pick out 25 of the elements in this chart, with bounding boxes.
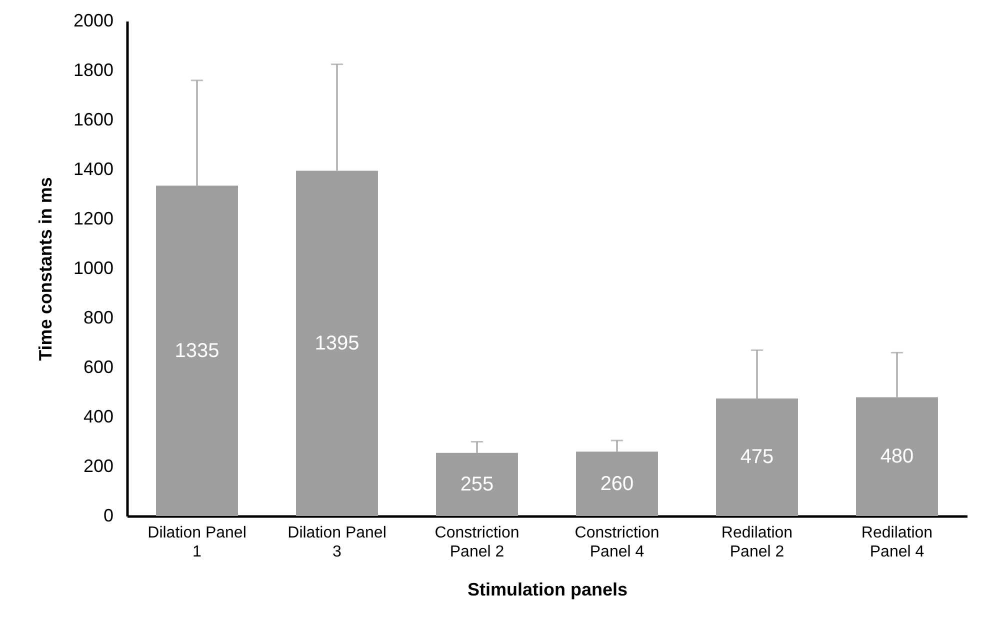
x-axis-title: Stimulation panels bbox=[467, 580, 628, 600]
data-label: 480 bbox=[880, 446, 914, 468]
y-tick-label: 600 bbox=[83, 357, 114, 377]
data-label: 475 bbox=[740, 446, 774, 468]
y-tick-label: 400 bbox=[83, 406, 114, 426]
x-tick-label: Redilation Panel 4 bbox=[861, 524, 933, 560]
y-tick-label: 1000 bbox=[73, 258, 114, 278]
y-tick-label: 1600 bbox=[73, 110, 114, 130]
y-tick-label: 0 bbox=[103, 506, 114, 526]
y-tick-label: 200 bbox=[83, 456, 114, 476]
x-tick-label: Redilation Panel 2 bbox=[721, 524, 793, 560]
data-label: 260 bbox=[600, 472, 634, 495]
data-label: 1395 bbox=[314, 332, 360, 354]
x-tick-label: Constriction Panel 4 bbox=[574, 524, 660, 560]
y-tick-label: 2000 bbox=[73, 10, 114, 30]
y-tick-label: 1200 bbox=[73, 208, 114, 228]
x-tick-label: Dilation Panel 1 bbox=[148, 524, 246, 560]
y-tick-label: 800 bbox=[83, 308, 114, 328]
data-label: 1335 bbox=[174, 340, 220, 362]
y-tick-label: 1400 bbox=[73, 159, 114, 179]
x-tick-label: Constriction Panel 2 bbox=[434, 524, 520, 560]
data-label: 255 bbox=[460, 473, 494, 496]
x-tick-label: Dilation Panel 3 bbox=[288, 524, 386, 560]
y-axis-title: Time constants in ms bbox=[35, 177, 56, 361]
y-tick-label: 1800 bbox=[73, 60, 114, 80]
